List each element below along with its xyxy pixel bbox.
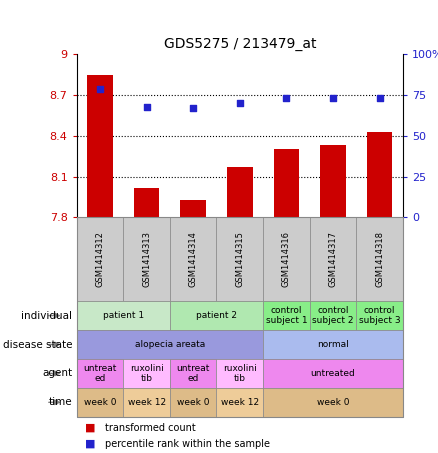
Point <box>376 95 383 102</box>
Text: percentile rank within the sample: percentile rank within the sample <box>105 439 270 449</box>
Text: control
subject 3: control subject 3 <box>359 306 400 325</box>
Bar <box>87 75 113 217</box>
Text: ruxolini
tib: ruxolini tib <box>223 364 257 383</box>
Title: GDS5275 / 213479_at: GDS5275 / 213479_at <box>163 37 316 51</box>
Text: GSM1414317: GSM1414317 <box>328 231 338 287</box>
Point <box>283 95 290 102</box>
Text: untreat
ed: untreat ed <box>83 364 117 383</box>
Text: agent: agent <box>42 368 72 378</box>
Text: GSM1414315: GSM1414315 <box>235 231 244 287</box>
Text: ■: ■ <box>85 423 96 433</box>
Bar <box>134 188 159 217</box>
Bar <box>274 149 299 217</box>
Text: untreated: untreated <box>311 369 355 378</box>
Text: control
subject 2: control subject 2 <box>312 306 354 325</box>
Text: ■: ■ <box>85 439 96 449</box>
Point <box>143 103 150 110</box>
Bar <box>367 132 392 217</box>
Text: patient 2: patient 2 <box>196 311 237 320</box>
Text: transformed count: transformed count <box>105 423 196 433</box>
Text: ruxolini
tib: ruxolini tib <box>130 364 163 383</box>
Point <box>190 105 197 112</box>
Text: control
subject 1: control subject 1 <box>265 306 307 325</box>
Text: GSM1414313: GSM1414313 <box>142 231 151 287</box>
Bar <box>227 167 253 217</box>
Bar <box>180 200 206 217</box>
Text: normal: normal <box>317 340 349 349</box>
Text: GSM1414314: GSM1414314 <box>189 231 198 287</box>
Text: GSM1414318: GSM1414318 <box>375 231 384 287</box>
Point <box>329 95 336 102</box>
Text: individual: individual <box>21 311 72 321</box>
Text: patient 1: patient 1 <box>102 311 144 320</box>
Text: time: time <box>49 397 72 407</box>
Text: disease state: disease state <box>3 339 72 350</box>
Text: GSM1414316: GSM1414316 <box>282 231 291 287</box>
Text: week 0: week 0 <box>177 398 209 407</box>
Text: alopecia areata: alopecia areata <box>135 340 205 349</box>
Point <box>96 85 103 92</box>
Point <box>236 100 243 107</box>
Text: untreat
ed: untreat ed <box>177 364 210 383</box>
Text: week 12: week 12 <box>221 398 259 407</box>
Text: week 0: week 0 <box>84 398 116 407</box>
Bar <box>320 145 346 217</box>
Text: week 0: week 0 <box>317 398 349 407</box>
Text: week 12: week 12 <box>127 398 166 407</box>
Text: GSM1414312: GSM1414312 <box>95 231 104 287</box>
